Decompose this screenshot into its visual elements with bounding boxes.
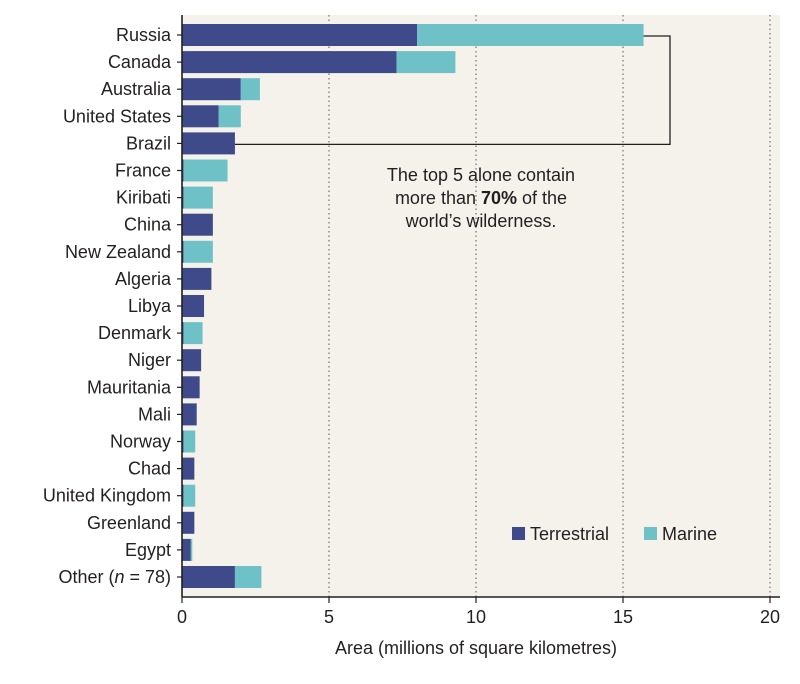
category-label: New Zealand bbox=[65, 242, 171, 262]
annotation-line-1: The top 5 alone contain bbox=[387, 165, 575, 185]
bar-marine bbox=[183, 430, 196, 453]
category-label: France bbox=[115, 161, 171, 181]
bar-marine bbox=[183, 159, 228, 182]
legend-label-marine: Marine bbox=[662, 524, 717, 544]
category-label: Algeria bbox=[115, 269, 172, 289]
bar-marine bbox=[234, 566, 262, 588]
bar-marine bbox=[183, 186, 213, 209]
bar-marine bbox=[218, 105, 241, 128]
bar-terrestrial bbox=[182, 267, 212, 290]
category-label: Chad bbox=[128, 459, 171, 479]
legend: Terrestrial Marine bbox=[512, 524, 717, 544]
category-label: Niger bbox=[128, 350, 171, 370]
x-axis-title: Area (millions of square kilometres) bbox=[335, 638, 617, 658]
category-label: Norway bbox=[110, 432, 171, 452]
bar-terrestrial bbox=[182, 349, 202, 372]
x-tick-label: 5 bbox=[324, 607, 334, 627]
legend-swatch-marine bbox=[644, 527, 657, 540]
category-label: Mali bbox=[138, 404, 171, 424]
bar-marine bbox=[183, 240, 213, 263]
bar-terrestrial bbox=[182, 132, 235, 155]
bar-terrestrial bbox=[182, 51, 397, 74]
category-label: Denmark bbox=[98, 323, 172, 343]
bar-terrestrial bbox=[182, 78, 241, 101]
bars bbox=[182, 24, 644, 588]
legend-swatch-terrestrial bbox=[512, 527, 525, 540]
bar-terrestrial bbox=[182, 538, 191, 561]
bar-terrestrial bbox=[182, 213, 213, 236]
x-tick-labels: 0 5 10 15 20 bbox=[177, 597, 780, 627]
legend-label-terrestrial: Terrestrial bbox=[530, 524, 609, 544]
annotation-line-3: world’s wilderness. bbox=[405, 211, 557, 231]
bar-marine bbox=[183, 484, 196, 507]
annotation: The top 5 alone contain more than 70% of … bbox=[387, 165, 575, 231]
category-label: United Kingdom bbox=[43, 486, 171, 506]
x-tick-label: 0 bbox=[177, 607, 187, 627]
bar-marine bbox=[190, 538, 193, 561]
category-label: Egypt bbox=[125, 540, 171, 560]
category-label: Libya bbox=[128, 296, 172, 316]
top5-bracket bbox=[234, 35, 671, 146]
category-label: Kiribati bbox=[116, 188, 171, 208]
bar-terrestrial bbox=[182, 105, 219, 128]
plot-background bbox=[182, 15, 780, 597]
category-labels: Russia Canada Australia United States Brazil… bbox=[43, 25, 182, 587]
x-tick-label: 15 bbox=[613, 607, 633, 627]
bar-marine bbox=[396, 51, 456, 74]
bar-terrestrial bbox=[182, 566, 235, 588]
bar-terrestrial bbox=[182, 24, 418, 46]
bar-terrestrial bbox=[182, 511, 195, 534]
category-label: Greenland bbox=[87, 513, 171, 533]
axes bbox=[181, 15, 780, 598]
category-label: United States bbox=[63, 106, 171, 126]
bar-marine bbox=[183, 322, 203, 345]
bar-terrestrial bbox=[182, 403, 197, 426]
category-label: China bbox=[124, 215, 172, 235]
bar-marine bbox=[240, 78, 260, 101]
x-tick-label: 20 bbox=[760, 607, 780, 627]
bar-marine bbox=[417, 24, 644, 46]
x-tick-label: 10 bbox=[466, 607, 486, 627]
category-label: Mauritania bbox=[87, 377, 172, 397]
category-label: Other (n = 78) bbox=[58, 567, 171, 587]
bar-terrestrial bbox=[182, 295, 205, 317]
category-label: Australia bbox=[101, 79, 172, 99]
bracket-line bbox=[234, 35, 671, 146]
annotation-line-2: more than 70% of the bbox=[395, 188, 567, 208]
category-label: Canada bbox=[108, 52, 172, 72]
bar-terrestrial bbox=[182, 376, 200, 399]
category-label: Brazil bbox=[126, 133, 171, 153]
category-label: Russia bbox=[116, 25, 172, 45]
bar-terrestrial bbox=[182, 457, 195, 480]
